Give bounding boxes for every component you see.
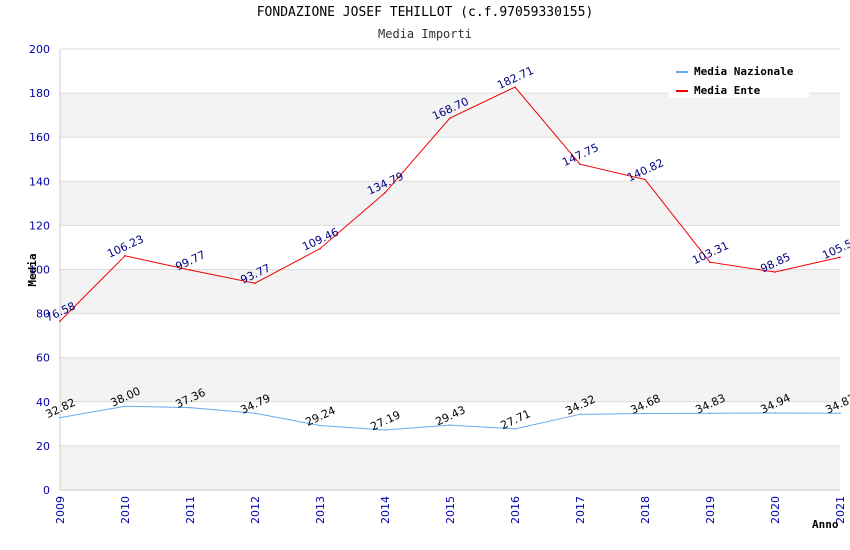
data-point (319, 247, 321, 250)
grid-band (60, 269, 840, 314)
y-tick-label: 40 (36, 396, 50, 409)
data-point (839, 256, 841, 259)
data-point (254, 412, 256, 415)
data-point (59, 416, 61, 419)
data-point (644, 178, 646, 181)
data-point (449, 424, 451, 426)
legend-label-media-nazionale: Media Nazionale (694, 65, 794, 78)
y-tick-label: 100 (29, 264, 50, 277)
x-tick-label: 2014 (379, 496, 392, 524)
axes (59, 49, 840, 491)
data-point (774, 412, 776, 414)
y-tick-label: 120 (29, 219, 50, 232)
data-point (579, 413, 581, 416)
data-point (709, 261, 711, 264)
grid-band (60, 357, 840, 402)
data-point (124, 405, 126, 408)
y-tick-label: 200 (29, 43, 50, 56)
series-lines (59, 86, 841, 431)
x-tick-label: 2012 (249, 496, 262, 524)
x-tick-label: 2020 (769, 496, 782, 524)
x-axis-label: Anno (812, 518, 839, 531)
data-point (189, 406, 191, 409)
data-point (189, 269, 191, 271)
x-tick-label: 2013 (314, 496, 327, 524)
data-point (319, 424, 321, 427)
legend: Media Nazionale Media Ente (669, 60, 809, 98)
data-point (384, 191, 386, 194)
y-tick-label: 140 (29, 175, 50, 188)
data-point (579, 163, 581, 166)
y-axis-label: Media (26, 253, 39, 286)
grid-bands (60, 49, 840, 490)
legend-label-media-ente: Media Ente (694, 84, 761, 97)
y-tick-labels: 0 20 40 60 80 100 120 140 160 180 200 (29, 43, 50, 497)
grid-band (60, 401, 840, 446)
x-tick-label: 2021 (834, 496, 847, 524)
data-point (644, 412, 646, 415)
x-tick-label: 2017 (574, 496, 587, 524)
x-tick-label: 2016 (509, 496, 522, 524)
x-tick-label: 2011 (184, 496, 197, 524)
data-point (774, 271, 776, 273)
y-tick-label: 180 (29, 87, 50, 100)
data-point (254, 282, 256, 285)
y-tick-label: 80 (36, 308, 50, 321)
grid-band (60, 137, 840, 182)
x-tick-label: 2010 (119, 496, 132, 524)
grid-band (60, 313, 840, 358)
chart-subtitle: Media Importi (378, 27, 472, 41)
y-tick-label: 20 (36, 440, 50, 453)
data-point (514, 86, 516, 88)
grid-band (60, 93, 840, 138)
y-tick-label: 160 (29, 131, 50, 144)
data-point (839, 412, 841, 414)
x-tick-label: 2015 (444, 496, 457, 524)
data-point (514, 428, 516, 430)
data-point (124, 254, 126, 257)
data-point (709, 412, 711, 414)
data-point (59, 320, 61, 322)
x-tick-labels: 2009 2010 2011 2012 2013 2014 2015 2016 2017 2018… (54, 496, 847, 524)
grid-band (60, 445, 840, 490)
chart-title: FONDAZIONE JOSEF TEHILLOT (c.f.970593301… (256, 5, 594, 20)
data-point (449, 117, 451, 119)
y-tick-label: 0 (43, 484, 50, 497)
y-tick-label: 60 (36, 352, 50, 365)
data-point (384, 429, 386, 431)
x-tick-label: 2018 (639, 496, 652, 524)
grid-band (60, 181, 840, 226)
x-tick-label: 2019 (704, 496, 717, 524)
x-tick-label: 2009 (54, 496, 67, 524)
